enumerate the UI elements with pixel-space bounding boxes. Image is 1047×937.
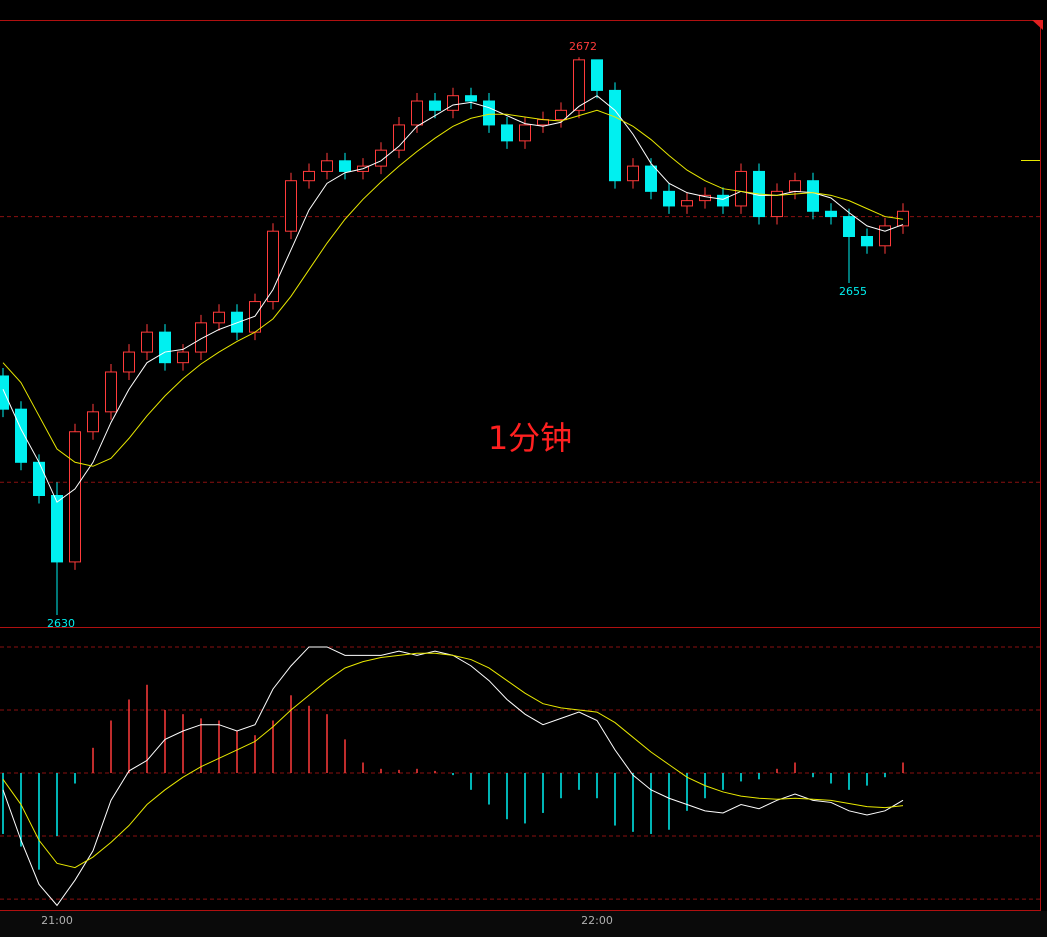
- x-tick-label: 22:00: [581, 914, 613, 927]
- candle-body: [627, 165, 639, 182]
- candle-body: [645, 165, 657, 192]
- candle-body: [87, 411, 99, 433]
- candle-body: [501, 124, 513, 142]
- candle-body: [537, 119, 549, 126]
- extreme-label: 2630: [47, 617, 75, 630]
- candle-body: [339, 160, 351, 172]
- candle-body: [735, 170, 747, 207]
- candle-body: [69, 431, 81, 563]
- candle-body: [303, 170, 315, 182]
- candle-body: [861, 236, 873, 247]
- candle-body: [141, 331, 153, 353]
- candle-body: [879, 225, 891, 247]
- candle-body: [51, 495, 63, 563]
- indicator-line: [2, 652, 904, 869]
- candle-body: [231, 311, 243, 333]
- time-axis: [0, 911, 1047, 937]
- candle-body: [591, 59, 603, 91]
- corner-marker: [1032, 20, 1043, 30]
- candle-body: [717, 194, 729, 207]
- candle-body: [573, 59, 585, 111]
- candle-body: [393, 124, 405, 151]
- candle-body: [609, 89, 621, 182]
- candle-body: [123, 351, 135, 373]
- candle-body: [681, 200, 693, 207]
- candle-body: [195, 322, 207, 353]
- candle-body: [321, 160, 333, 172]
- candle-body: [267, 230, 279, 303]
- candle-body: [843, 216, 855, 238]
- candle-body: [447, 95, 459, 111]
- candle-body: [213, 311, 225, 324]
- candle-body: [249, 301, 261, 333]
- candle-body: [807, 180, 819, 212]
- extreme-label: 2655: [839, 285, 867, 298]
- candle-body: [375, 149, 387, 167]
- candle-body: [33, 461, 45, 497]
- candle-body: [663, 190, 675, 207]
- candle-body: [15, 408, 27, 463]
- extreme-label: 2672: [569, 40, 597, 53]
- candle-body: [789, 180, 801, 192]
- candle-body: [285, 180, 297, 232]
- watermark-title: 1分钟: [488, 419, 572, 457]
- candle-body: [159, 331, 171, 364]
- candle-body: [519, 124, 531, 142]
- candle-body: [105, 371, 117, 413]
- candle-body: [555, 109, 567, 121]
- candle-body: [825, 210, 837, 218]
- candle-body: [465, 95, 477, 102]
- indicator-line: [2, 95, 904, 503]
- indicator-line: [2, 109, 904, 467]
- x-tick-label: 21:00: [41, 914, 73, 927]
- candle-body: [699, 194, 711, 202]
- candle-body: [177, 351, 189, 364]
- candle-body: [411, 100, 423, 126]
- candle-body: [429, 100, 441, 111]
- candle-body: [483, 100, 495, 126]
- candle-body: [771, 190, 783, 218]
